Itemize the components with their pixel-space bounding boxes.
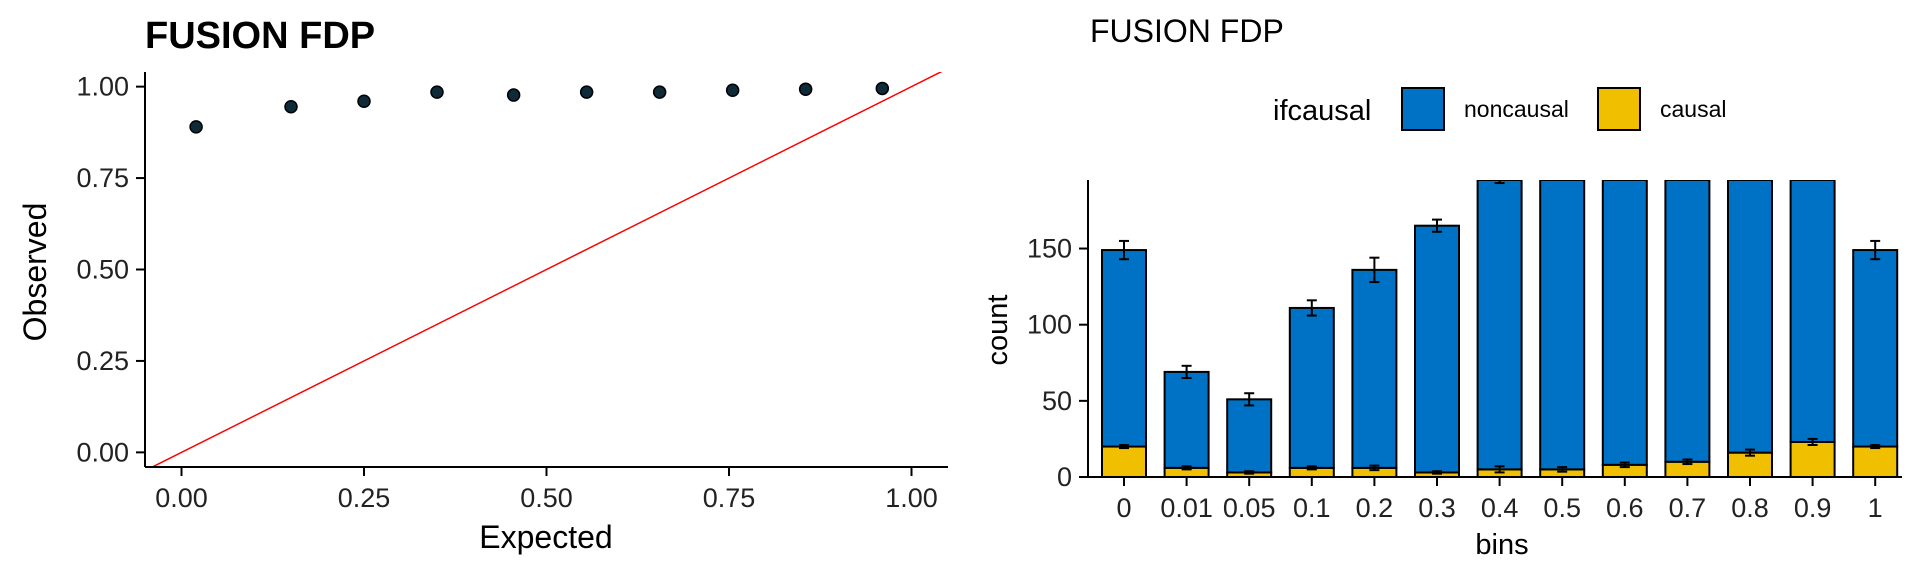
bar-noncausal [1226, 398, 1273, 474]
bar-causal [1101, 445, 1147, 478]
scatter-x-tick-label: 0.50 [520, 483, 573, 513]
bar-x-tick-label: 0.01 [1160, 493, 1213, 523]
scatter-point [652, 85, 667, 99]
scatter-y-label: Observed [17, 203, 53, 342]
legend-title: ifcausal [1273, 95, 1371, 127]
bar-title: FUSION FDP [1090, 13, 1284, 49]
scatter-title: FUSION FDP [145, 15, 375, 57]
bar-y-tick-label: 150 [1027, 234, 1072, 264]
scatter-plot-area: 0.00 0.25 0.50 0.75 1.00 0.00 0.25 0.50 0.75 1.00 [76, 72, 948, 513]
bar-causal [1789, 440, 1836, 479]
bar-y-tick-label: 50 [1042, 386, 1072, 416]
bar-x-label: bins [1475, 529, 1528, 561]
bar-noncausal [1101, 249, 1147, 448]
bar-noncausal [1414, 224, 1460, 474]
bar-x-tick-label: 0.9 [1794, 493, 1832, 523]
bars [1101, 180, 1899, 479]
bar-x-tick-label: 0.05 [1223, 493, 1276, 523]
scatter-x-tick-label: 0.25 [338, 483, 391, 513]
bar-noncausal [1727, 180, 1773, 454]
scatter-point [430, 85, 444, 99]
legend-label-causal: causal [1660, 96, 1726, 122]
bar-x-tick-label: 1 [1868, 493, 1883, 523]
bar-causal [1852, 445, 1899, 478]
legend-swatch-causal [1597, 87, 1641, 131]
bar-x-tick-label: 0.8 [1731, 493, 1769, 523]
scatter-y-tick-label: 0.75 [76, 163, 129, 193]
scatter-point [284, 99, 298, 114]
bar-noncausal [1476, 180, 1523, 471]
bar-x-tick-label: 0.4 [1481, 493, 1519, 523]
scatter-point [579, 85, 594, 99]
fdp-bar-panel: FUSION FDP ifcausal noncausal causal 0 0.… [982, 13, 1902, 561]
scatter-x-label: Expected [479, 519, 612, 555]
scatter-x-tick-label: 1.00 [885, 483, 938, 513]
bar-noncausal [1789, 180, 1836, 443]
bar-y-tick-label: 0 [1057, 462, 1072, 492]
scatter-point [506, 88, 521, 102]
scatter-point [798, 82, 813, 96]
bar-y-tick-label: 100 [1027, 310, 1072, 340]
scatter-y-tick-label: 0.50 [76, 255, 129, 285]
bar-x-tick-label: 0 [1116, 493, 1131, 523]
scatter-y-tick-label: 1.00 [76, 72, 129, 102]
scatter-y-tick-label: 0.00 [76, 437, 129, 467]
bar-noncausal [1664, 180, 1711, 463]
scatter-point [725, 83, 740, 98]
bar-noncausal [1288, 306, 1335, 469]
bar-noncausal [1351, 268, 1398, 469]
scatter-x-tick-label: 0.75 [703, 483, 756, 513]
scatter-x-tick-label: 0.00 [155, 483, 208, 513]
scatter-y-tick-label: 0.25 [76, 346, 129, 376]
scatter-point [189, 120, 203, 134]
reference-line [150, 72, 943, 467]
bar-noncausal [1852, 249, 1899, 448]
legend: ifcausal noncausal causal [1273, 87, 1726, 131]
legend-label-noncausal: noncausal [1464, 96, 1569, 122]
bar-x-tick-label: 0.6 [1606, 493, 1644, 523]
bar-x-tick-label: 0.3 [1418, 493, 1456, 523]
bar-x-tick-label: 0.7 [1669, 493, 1707, 523]
bar-x-tick-label: 0.1 [1293, 493, 1331, 523]
bar-x-tick-label: 0.5 [1543, 493, 1581, 523]
fdp-scatter-panel: FUSION FDP 0.00 0.25 0.50 0.75 1.000.000.250… [17, 15, 948, 555]
legend-swatch-noncausal [1401, 87, 1445, 131]
bar-y-label: count [982, 295, 1014, 366]
bar-noncausal [1163, 370, 1210, 469]
bar-noncausal [1601, 180, 1648, 466]
bar-x-tick-label: 0.2 [1356, 493, 1394, 523]
bar-plot-area: 0 0.01 0.05 0.1 0.2 0.3 0.4 0.5 0.6 0.7 0.8 0.9 1 0 50… [1027, 180, 1902, 523]
scatter-point [875, 81, 890, 96]
scatter-point [357, 94, 371, 109]
bar-noncausal [1539, 180, 1586, 471]
